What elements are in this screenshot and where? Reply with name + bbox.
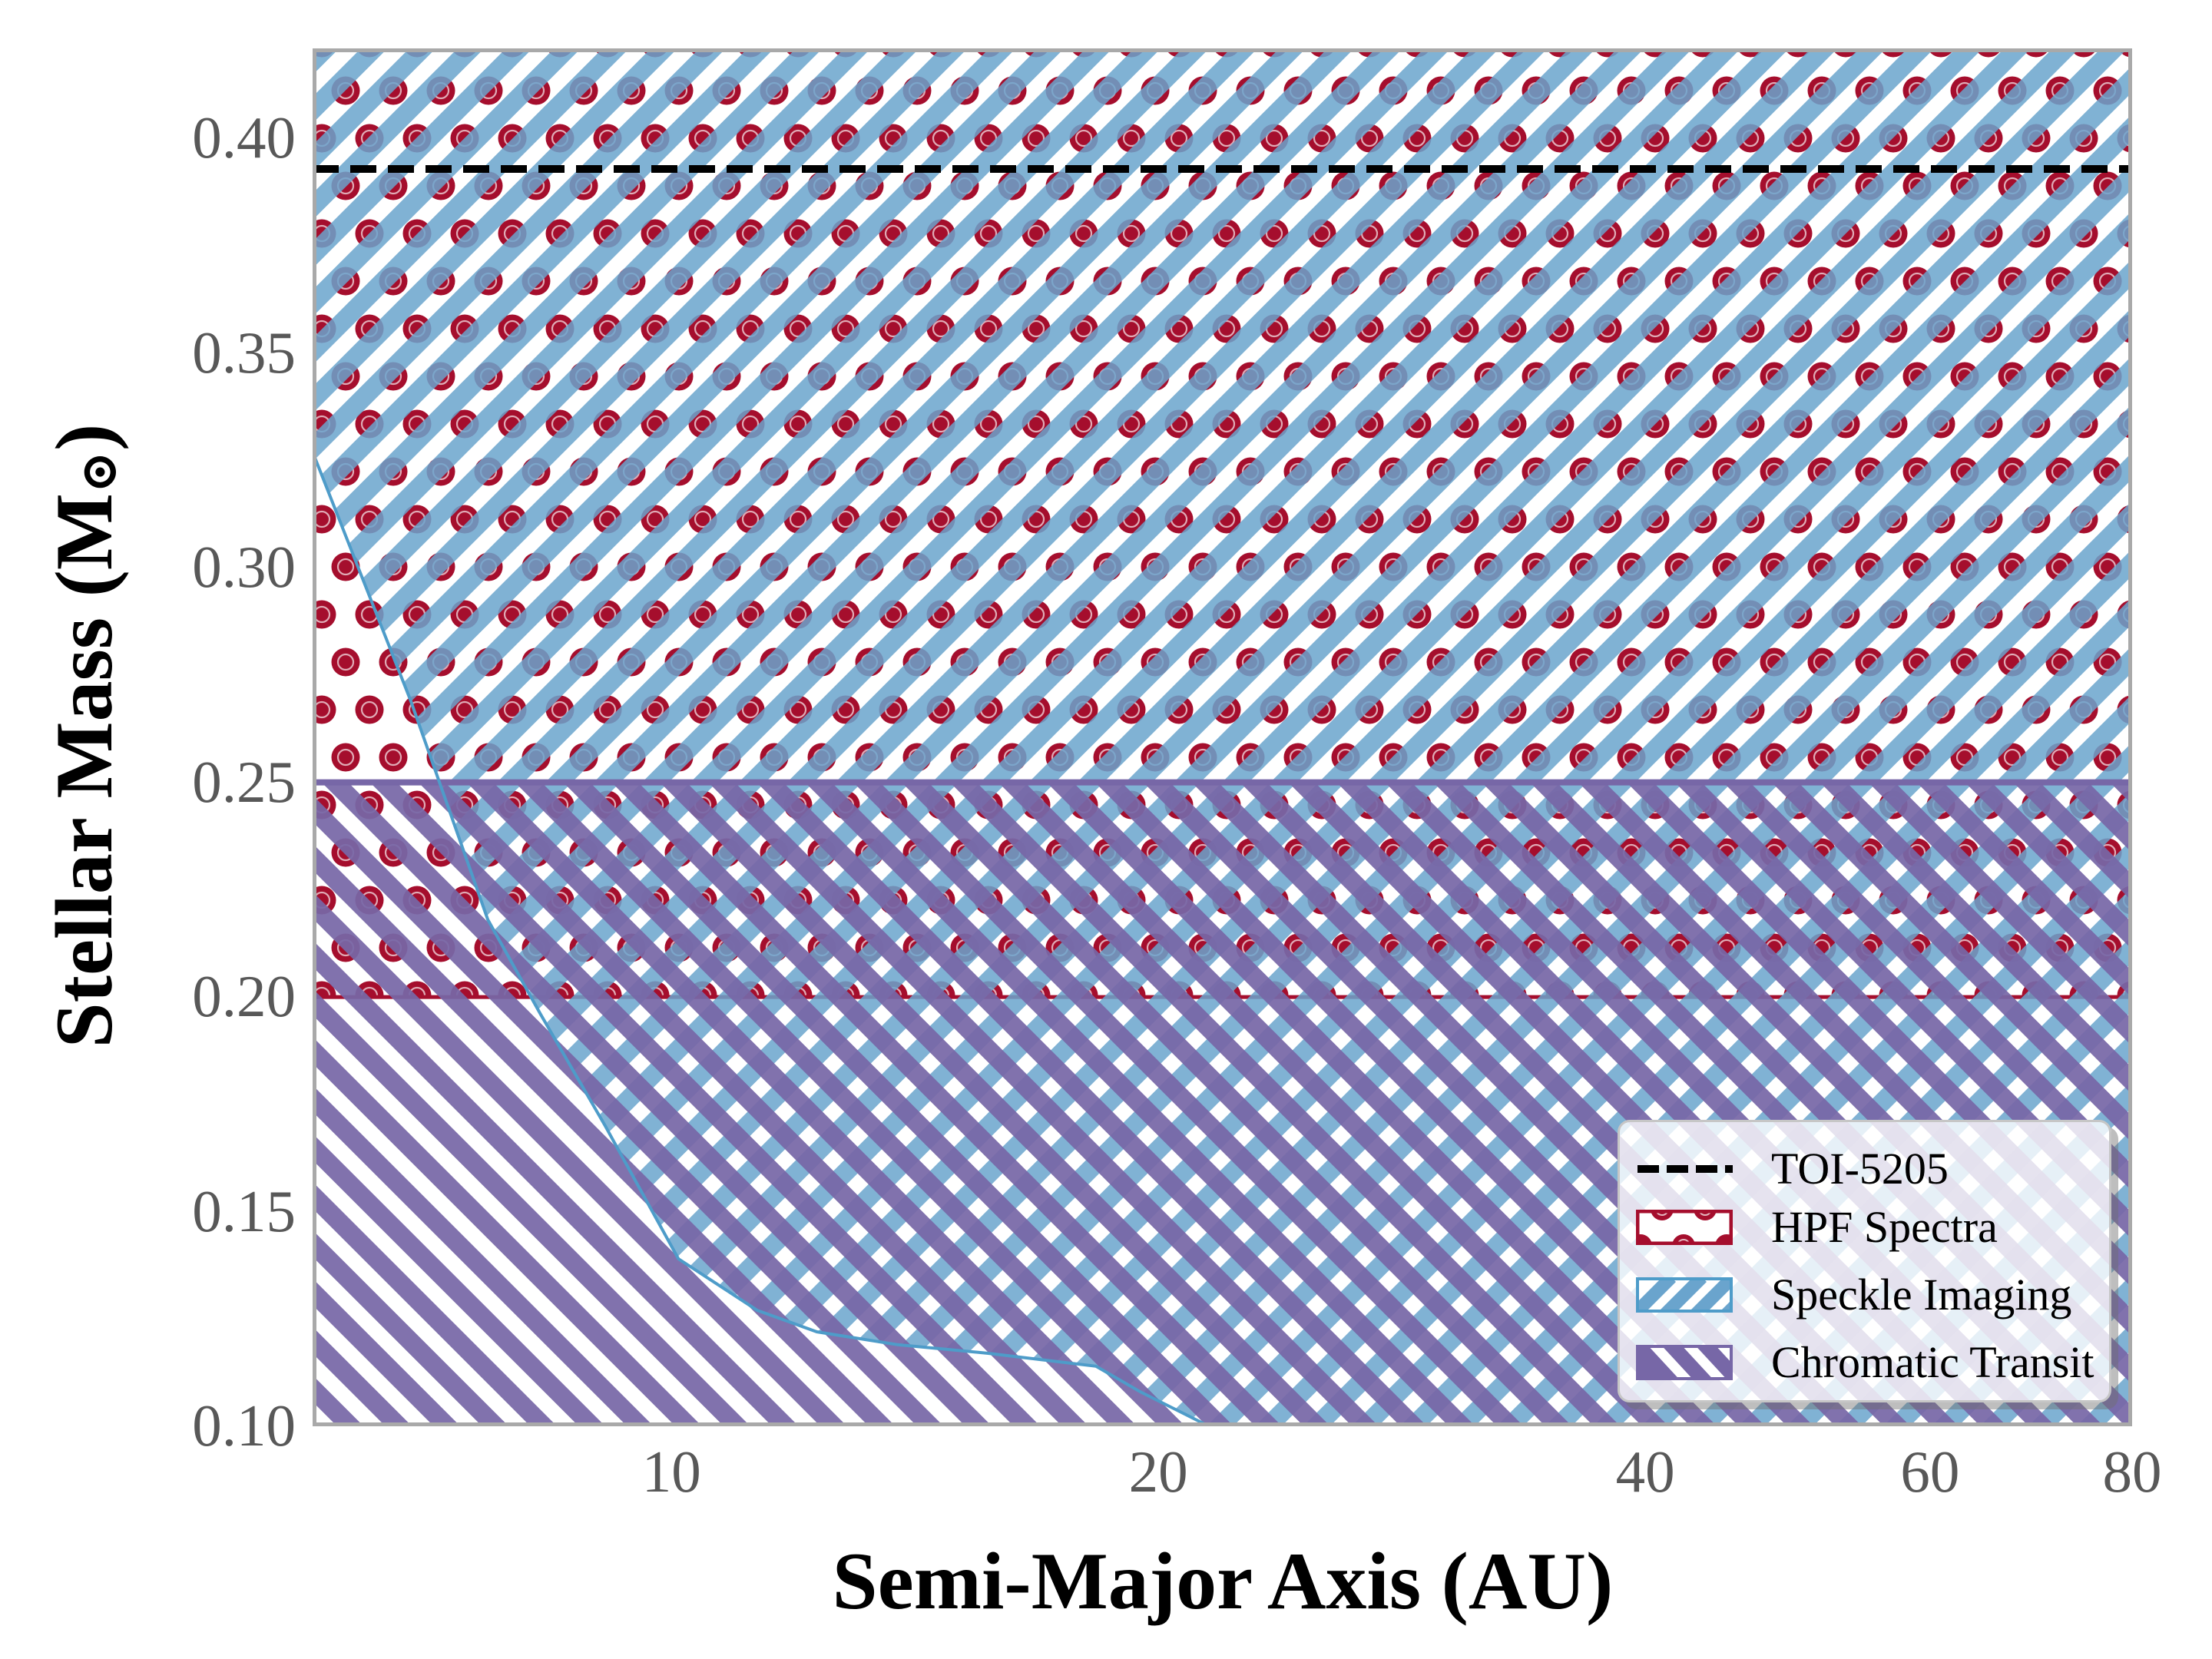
legend-box: TOI-5205 HPF Spectra <box>1618 1120 2111 1402</box>
dot-hatch-swatch <box>1636 1210 1733 1245</box>
x-axis-title: Semi-Major Axis (AU) <box>832 1536 1614 1626</box>
y-tick-label-0.10: 0.10 <box>192 1392 296 1459</box>
legend-item-speckle-imaging: Speckle Imaging <box>1636 1271 2071 1319</box>
y-tick-label-0.20: 0.20 <box>192 963 296 1030</box>
x-tick-label-20: 20 <box>1128 1439 1188 1505</box>
y-tick-label-0.35: 0.35 <box>192 319 296 386</box>
y-axis-title-text: Stellar Mass (M <box>39 493 129 1048</box>
plot-spines <box>313 48 2132 1426</box>
legend-item-hpf-spectra: HPF Spectra <box>1636 1204 1998 1251</box>
x-tick-label-10: 10 <box>641 1439 701 1505</box>
y-axis-title-close: ) <box>39 423 129 451</box>
legend-label: Chromatic Transit <box>1771 1337 2094 1387</box>
legend-label: HPF Spectra <box>1771 1202 1998 1252</box>
x-tick-label-60: 60 <box>1900 1439 1960 1505</box>
diagonal-up-swatch <box>1636 1277 1733 1313</box>
y-tick-label-0.15: 0.15 <box>192 1177 296 1244</box>
legend-item-toi5205: TOI-5205 <box>1636 1145 1949 1193</box>
diagonal-down-swatch <box>1636 1345 1733 1380</box>
y-tick-label-0.30: 0.30 <box>192 534 296 601</box>
y-axis-title: Stellar Mass (M⊙) <box>38 424 131 1048</box>
speckle-contrast-curve <box>313 451 1210 1426</box>
y-tick-label-0.25: 0.25 <box>192 748 296 815</box>
x-tick-label-40: 40 <box>1615 1439 1675 1505</box>
dashed-line-swatch <box>1637 1165 1733 1173</box>
legend-label: Speckle Imaging <box>1771 1270 2072 1320</box>
legend-label: TOI-5205 <box>1771 1144 1949 1194</box>
legend-item-chromatic-transit: Chromatic Transit <box>1636 1339 2094 1386</box>
sun-symbol: ⊙ <box>71 451 128 494</box>
x-tick-label-80: 80 <box>2102 1439 2162 1505</box>
y-tick-label-0.40: 0.40 <box>192 104 296 171</box>
